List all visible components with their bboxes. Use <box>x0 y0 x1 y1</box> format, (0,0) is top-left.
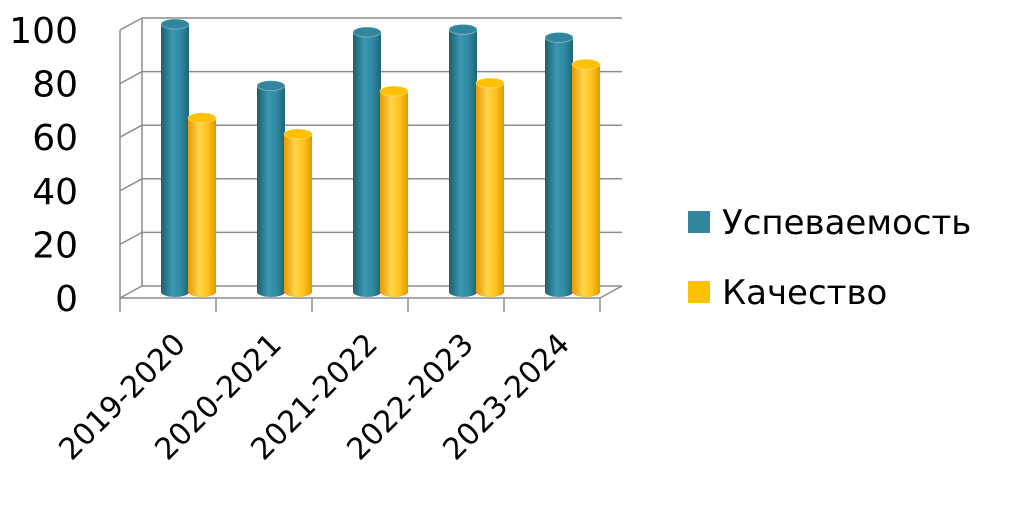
bars <box>160 18 601 297</box>
bar-uspevaemost <box>256 80 286 297</box>
gridline-depth <box>119 124 143 138</box>
legend-swatch <box>688 281 710 303</box>
floor-right-edge <box>599 285 623 299</box>
bar-kachestvo <box>571 58 601 297</box>
bar-uspevaemost <box>544 31 574 297</box>
y-tick-labels: 0 20 40 60 80 100 <box>9 11 78 320</box>
bar-uspevaemost <box>352 26 382 297</box>
gridline-depth <box>119 178 143 192</box>
bar-kachestvo <box>283 128 313 297</box>
legend-item: Качество <box>688 273 887 313</box>
legend-item: Успеваемость <box>688 203 971 243</box>
axes <box>119 18 623 312</box>
y-tick-label: 60 <box>32 118 78 159</box>
legend-label: Качество <box>722 273 887 313</box>
x-tick-labels: 2019-20202020-20212021-20222022-20232023… <box>52 327 576 467</box>
y-tick-label: 40 <box>32 172 78 213</box>
gridline-depth <box>119 17 143 31</box>
bar-uspevaemost <box>160 18 190 297</box>
bar-kachestvo <box>379 85 409 297</box>
bar-kachestvo <box>475 77 505 297</box>
legend: Успеваемость Качество <box>688 203 971 313</box>
legend-swatch <box>688 211 710 233</box>
gridline-depth <box>119 231 143 246</box>
bar-kachestvo <box>187 112 217 297</box>
y-tick-label: 100 <box>9 11 78 52</box>
y-tick-label: 20 <box>32 225 78 266</box>
y-tick-label: 80 <box>32 65 78 106</box>
gridline-depth <box>119 285 143 299</box>
gridline-depth <box>119 70 143 85</box>
y-tick-label: 0 <box>55 279 78 320</box>
bar-uspevaemost <box>448 23 478 297</box>
legend-label: Успеваемость <box>722 203 971 243</box>
